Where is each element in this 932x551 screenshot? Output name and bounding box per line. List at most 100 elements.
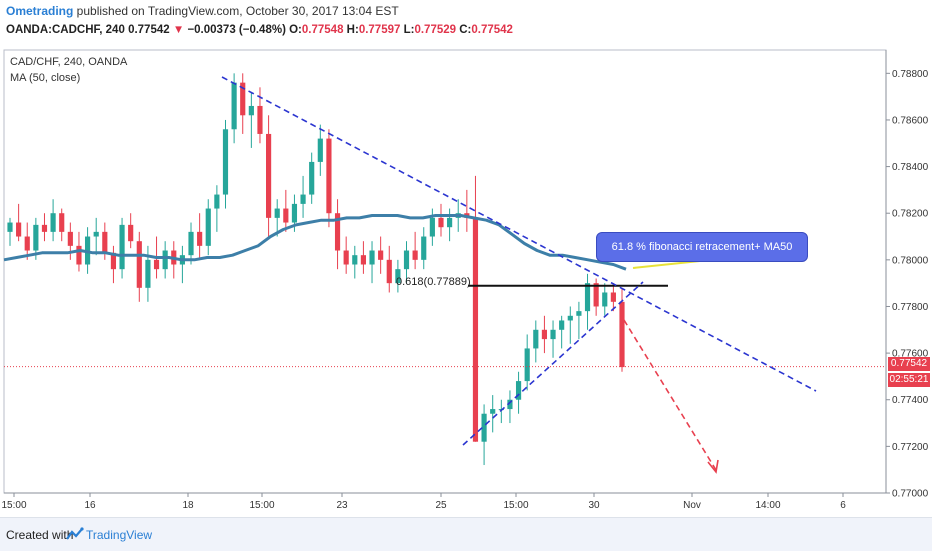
symbol-label: OANDA:CADCHF, 240 <box>6 24 125 36</box>
x-tick-label: 15:00 <box>503 500 528 511</box>
candle-body <box>541 329 548 340</box>
countdown-tag: 02:55:21 <box>888 373 930 387</box>
candle-body <box>136 241 142 288</box>
candle-body <box>317 138 323 162</box>
fib-level-label: 0.618(0.77889) <box>396 276 471 288</box>
y-tick-label: 0.78800 <box>892 69 929 80</box>
candle-body <box>93 231 99 237</box>
candle-body <box>576 311 582 316</box>
candle-body <box>7 222 13 232</box>
candle-body <box>67 231 73 246</box>
y-tick-label: 0.78400 <box>892 162 929 173</box>
candle-body <box>584 283 591 312</box>
plot-frame <box>3 49 887 494</box>
price-change: −0.00373 (−0.48%) <box>187 24 286 36</box>
down-arrow-icon: ▼ <box>172 24 185 36</box>
candle-body <box>76 245 82 265</box>
x-tick-label: 16 <box>84 500 96 511</box>
publish-header: Ometrading published on TradingView.com,… <box>6 4 399 18</box>
y-tick-label: 0.78200 <box>892 209 929 220</box>
x-tick-label: 6 <box>840 500 846 511</box>
legend-title: CAD/CHF, 240, OANDA <box>10 56 128 68</box>
candle-body <box>550 329 556 340</box>
x-tick-label: Nov <box>683 500 701 511</box>
x-tick-label: 14:00 <box>755 500 780 511</box>
open-value: 0.77548 <box>301 24 344 36</box>
candle-body <box>403 250 410 270</box>
fibonacci-callout[interactable]: 61.8 % fibonacci retracement+ MA50 rejec… <box>596 232 808 281</box>
candle-body <box>326 138 332 214</box>
candle-body <box>386 259 392 284</box>
candle-body <box>334 213 341 251</box>
candle-body <box>162 250 168 270</box>
price-chart[interactable]: 0.78800 0.78600 0.78400 0.78200 0.78000 0.778… <box>0 46 932 516</box>
candle-body <box>59 213 65 232</box>
candle-body <box>24 236 30 251</box>
candle-body <box>16 222 22 237</box>
low-label: L: <box>403 24 415 36</box>
last-price-tag: 0.77542 <box>888 357 930 371</box>
candle-body <box>128 224 134 242</box>
candle-body <box>205 208 211 246</box>
candle-body <box>102 231 108 253</box>
author-link[interactable]: Ometrading <box>6 4 74 18</box>
candle-body <box>490 409 496 414</box>
candle-body <box>429 217 435 237</box>
publish-info: published on TradingView.com, October 30… <box>73 4 399 18</box>
candle-body <box>214 194 220 209</box>
close-label: C: <box>459 24 472 36</box>
x-tick-label: 15:00 <box>249 500 274 511</box>
candle-body <box>378 250 384 260</box>
ohlc-header: OANDA:CADCHF, 240 0.77542 ▼ −0.00373 (−0… <box>6 24 513 36</box>
candle-body <box>360 255 366 265</box>
candle-body <box>481 413 487 442</box>
candle-body <box>222 129 229 195</box>
candle-body <box>110 252 117 270</box>
candle-body <box>274 208 280 218</box>
tradingview-logo-icon[interactable] <box>66 527 84 541</box>
y-tick-label: 0.78600 <box>892 115 929 126</box>
last-price: 0.77542 <box>128 24 170 36</box>
candle-body <box>438 217 444 228</box>
candle-body <box>283 208 289 223</box>
x-tick-label: 15:00 <box>1 500 26 511</box>
ma50-line <box>3 214 627 271</box>
candle-body <box>119 224 125 270</box>
x-tick-label: 23 <box>336 500 348 511</box>
ascending-trendline <box>462 281 644 446</box>
y-tick-label: 0.77800 <box>892 302 929 313</box>
candle-body <box>395 269 401 284</box>
candle-body <box>610 292 616 302</box>
candle-body <box>447 217 453 228</box>
candle-body <box>602 292 608 307</box>
y-tick-label: 0.77600 <box>892 349 929 360</box>
y-tick-label: 0.77000 <box>892 489 929 500</box>
candle-body <box>145 259 151 288</box>
candle-body <box>240 82 246 116</box>
candle-body <box>515 381 522 400</box>
candle-body <box>33 224 39 251</box>
candle-body <box>188 231 194 256</box>
candle-body <box>266 133 272 218</box>
high-label: H: <box>346 24 359 36</box>
candle-body <box>41 224 48 232</box>
candle-body <box>593 283 599 307</box>
close-value: 0.77542 <box>471 24 513 36</box>
candle-body <box>50 213 56 232</box>
candle-body <box>559 320 565 330</box>
created-with-label: Created with <box>6 528 74 542</box>
candle-body <box>291 203 298 223</box>
candle-body <box>567 315 573 321</box>
callout-connector <box>632 260 701 269</box>
candle-body <box>300 194 306 204</box>
candle-body <box>352 255 358 265</box>
x-tick-label: 25 <box>435 500 447 511</box>
candle-body <box>507 399 513 410</box>
candle-body <box>619 301 625 368</box>
x-tick-label: 18 <box>182 500 194 511</box>
descending-trendline <box>221 76 817 392</box>
candle-body <box>309 161 315 195</box>
high-value: 0.77597 <box>358 24 401 36</box>
tradingview-brand-link[interactable]: TradingView <box>86 528 153 542</box>
y-tick-label: 0.78000 <box>892 255 929 266</box>
